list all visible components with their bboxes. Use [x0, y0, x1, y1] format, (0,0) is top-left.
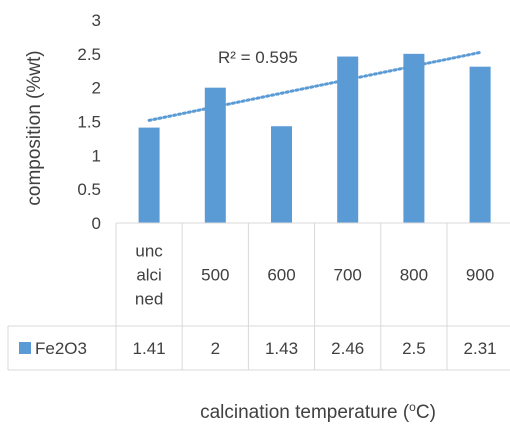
y-axis-title: composition (%wt)	[24, 50, 45, 205]
y-tick-label: 2	[92, 79, 101, 98]
data-table-value: 2	[211, 339, 220, 358]
x-axis-title-degree: o	[409, 400, 416, 414]
category-label: 800	[400, 266, 428, 285]
data-table-value: 2.31	[464, 339, 497, 358]
y-tick-label: 0	[92, 214, 101, 233]
data-table: unc alci ned 500 600 700 800 900 Fe2O3 1.41 2 1.43 2…	[7, 222, 510, 371]
y-tick-label: 2.5	[77, 45, 101, 64]
y-tick-label: 1	[92, 146, 101, 165]
category-label: 900	[466, 266, 494, 285]
bars	[138, 53, 491, 224]
trendline-line	[147, 50, 482, 122]
category-label: alci	[136, 266, 162, 285]
bar	[204, 87, 226, 224]
category-label: 700	[334, 266, 362, 285]
bar	[271, 126, 292, 223]
bar	[337, 56, 359, 223]
legend-key	[19, 342, 31, 354]
category-label: ned	[135, 290, 163, 309]
data-table-value: 2.5	[402, 339, 426, 358]
bar	[138, 127, 160, 223]
data-table-value: 2.46	[331, 339, 364, 358]
bar	[469, 66, 491, 223]
r-squared-label: R² = 0.595	[218, 48, 298, 67]
series-name: Fe2O3	[35, 339, 87, 358]
y-tick-label: 1.5	[77, 113, 101, 132]
category-label: 500	[201, 266, 229, 285]
category-label: 600	[267, 266, 295, 285]
y-tick-label: 3	[92, 11, 101, 30]
data-table-value: 1.41	[133, 339, 166, 358]
x-axis-title-main: calcination temperature (	[200, 402, 410, 423]
x-axis-title: calcination temperature (oC)	[200, 400, 436, 423]
trendline	[147, 50, 482, 122]
y-axis-ticks: 0 0.5 1 1.5 2 2.5 3	[77, 11, 101, 233]
y-tick-label: 0.5	[77, 180, 101, 199]
data-table-value: 1.43	[265, 339, 298, 358]
bar	[403, 53, 425, 224]
category-label: unc	[135, 242, 163, 261]
x-axis-title-end: C)	[416, 402, 436, 423]
